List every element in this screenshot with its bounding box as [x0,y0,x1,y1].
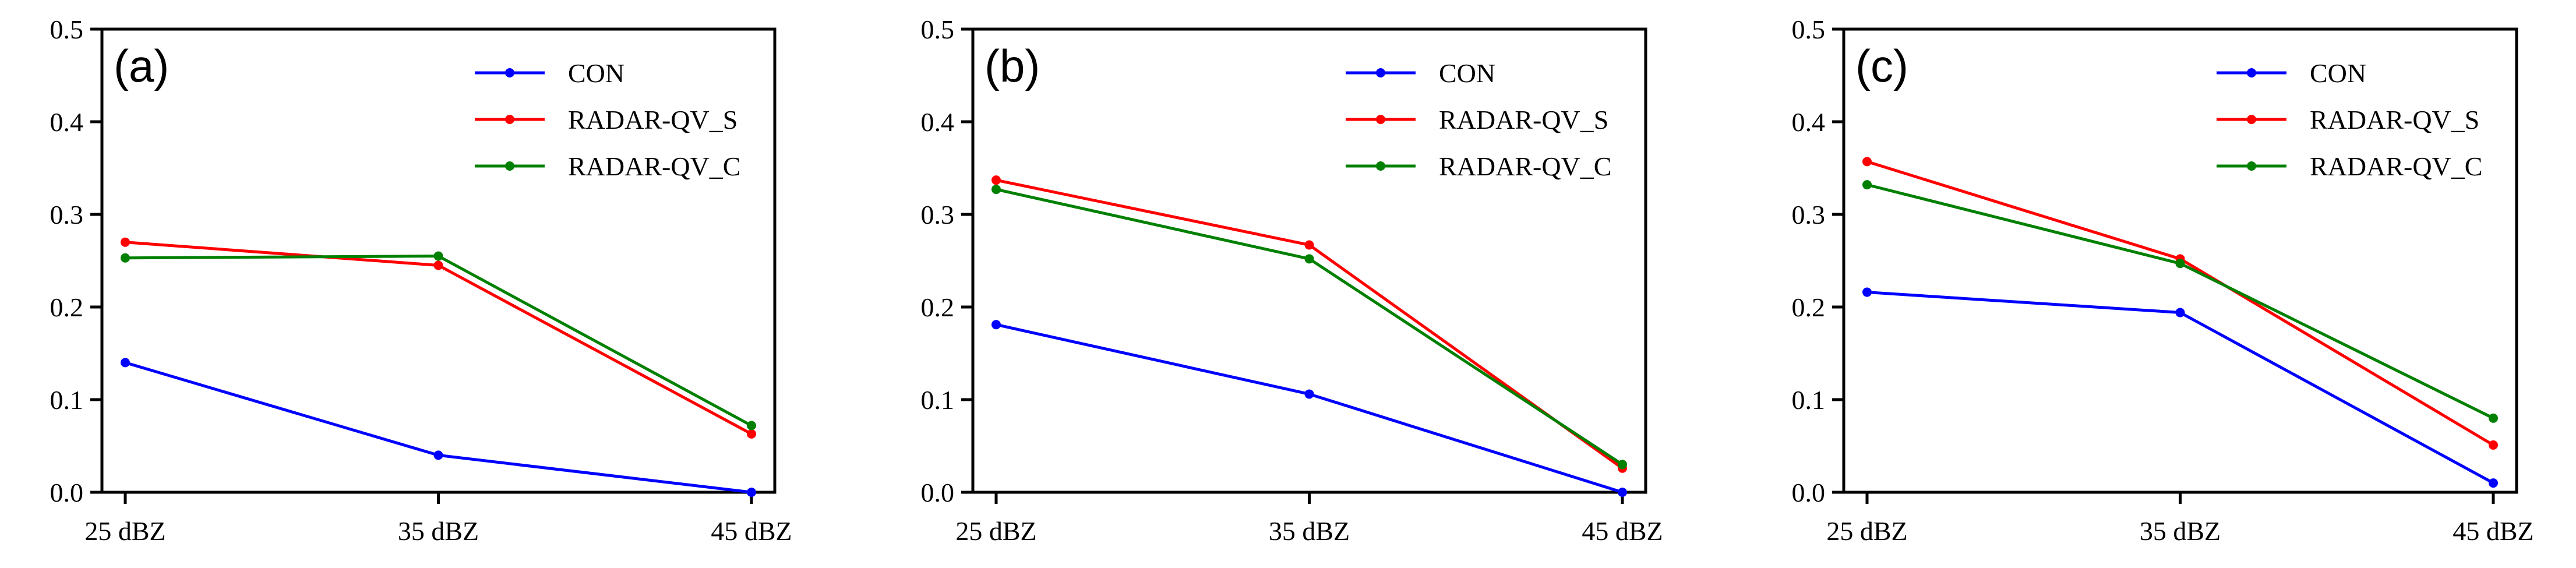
legend-marker [505,115,514,124]
y-tick-label: 0.3 [50,200,84,230]
y-tick-label: 0.1 [1792,385,1826,415]
y-tick-label: 0.4 [50,107,84,137]
data-point [991,175,1001,185]
data-point [1618,460,1627,470]
x-tick-label: 45 dBZ [711,516,792,546]
legend-label: RADAR-QV_C [1439,151,1611,181]
data-point [1304,240,1314,250]
panel-label: (c) [1855,40,1908,91]
data-point [747,429,756,439]
data-point [991,185,1001,195]
data-point [747,488,756,497]
legend-label: CON [2310,58,2366,88]
panel-label: (b) [984,40,1040,91]
legend-marker [2247,68,2256,77]
legend-marker [2247,115,2256,124]
legend-marker [1376,161,1385,171]
y-tick-label: 0.0 [921,478,955,507]
legend-marker [1376,115,1385,124]
data-point [1618,488,1627,497]
series-line-radar-qv_c [125,255,753,427]
y-tick-label: 0.4 [1792,107,1826,137]
data-point [121,237,130,247]
data-point [1862,287,1872,297]
data-point [433,251,443,261]
y-tick-label: 0.5 [50,15,84,44]
panel-label: (a) [114,40,169,91]
chart-panel-2: 0.0 0.1 0.2 0.3 0.4 0.5 25 dBZ 35 dBZ 45 dBZ (b) C… [921,15,1663,546]
x-tick-label: 35 dBZ [2140,516,2221,546]
chart-panel-3: 0.0 0.1 0.2 0.3 0.4 0.5 25 dBZ 35 dBZ 45 dBZ (c) C… [1792,15,2534,546]
series-line-radar-qv_s [1866,160,2494,447]
y-tick-label: 0.4 [921,107,955,137]
y-tick-label: 0.0 [1792,478,1826,507]
x-tick-label: 35 dBZ [398,516,479,546]
data-point [2175,308,2185,317]
x-tick-label: 35 dBZ [1269,516,1350,546]
legend-label: RADAR-QV_S [2310,105,2479,135]
data-point [2489,440,2498,450]
series-line-radar-qv_c [996,188,1624,466]
y-tick-label: 0.3 [1792,200,1826,230]
y-tick-label: 0.1 [50,385,84,415]
series-line-radar-qv_s [125,241,753,436]
data-point [433,260,443,270]
data-point [991,320,1001,330]
data-point [1304,389,1314,399]
y-tick-label: 0.5 [921,15,955,44]
chart-panel-1: 0.0 0.1 0.2 0.3 0.4 0.5 25 dBZ 35 dBZ 45 dBZ (a) C… [50,15,792,546]
y-tick-label: 0.0 [50,478,84,507]
x-tick-label: 45 dBZ [1582,516,1663,546]
legend-marker [505,161,514,171]
series-line-radar-qv_c [1866,183,2494,420]
legend-label: RADAR-QV_S [1439,105,1608,135]
legend-marker [505,68,514,77]
legend-label: RADAR-QV_C [568,151,740,181]
data-point [121,358,130,368]
data-point [121,253,130,263]
y-tick-label: 0.5 [1792,15,1826,44]
series-line-radar-qv_s [996,178,1624,470]
legend-marker [1376,68,1385,77]
legend-label: CON [1439,58,1495,88]
y-tick-label: 0.2 [1792,292,1826,322]
legend-label: CON [568,58,624,88]
x-tick-label: 45 dBZ [2453,516,2533,546]
y-tick-label: 0.2 [921,292,955,322]
y-tick-label: 0.3 [921,200,955,230]
x-tick-label: 25 dBZ [84,516,165,546]
data-point [1304,254,1314,264]
series-line-con [996,323,1623,494]
data-point [433,450,443,460]
data-point [2489,413,2498,423]
x-tick-label: 25 dBZ [1826,516,1907,546]
data-point [1862,180,1872,190]
data-point [2489,478,2498,488]
legend-label: RADAR-QV_S [568,105,737,135]
x-tick-label: 25 dBZ [955,516,1036,546]
data-point [2175,259,2185,269]
data-point [1862,157,1872,167]
y-tick-label: 0.1 [921,385,955,415]
legend-marker [2247,161,2256,171]
legend-label: RADAR-QV_C [2310,151,2482,181]
data-point [747,421,756,431]
y-tick-label: 0.2 [50,292,84,322]
